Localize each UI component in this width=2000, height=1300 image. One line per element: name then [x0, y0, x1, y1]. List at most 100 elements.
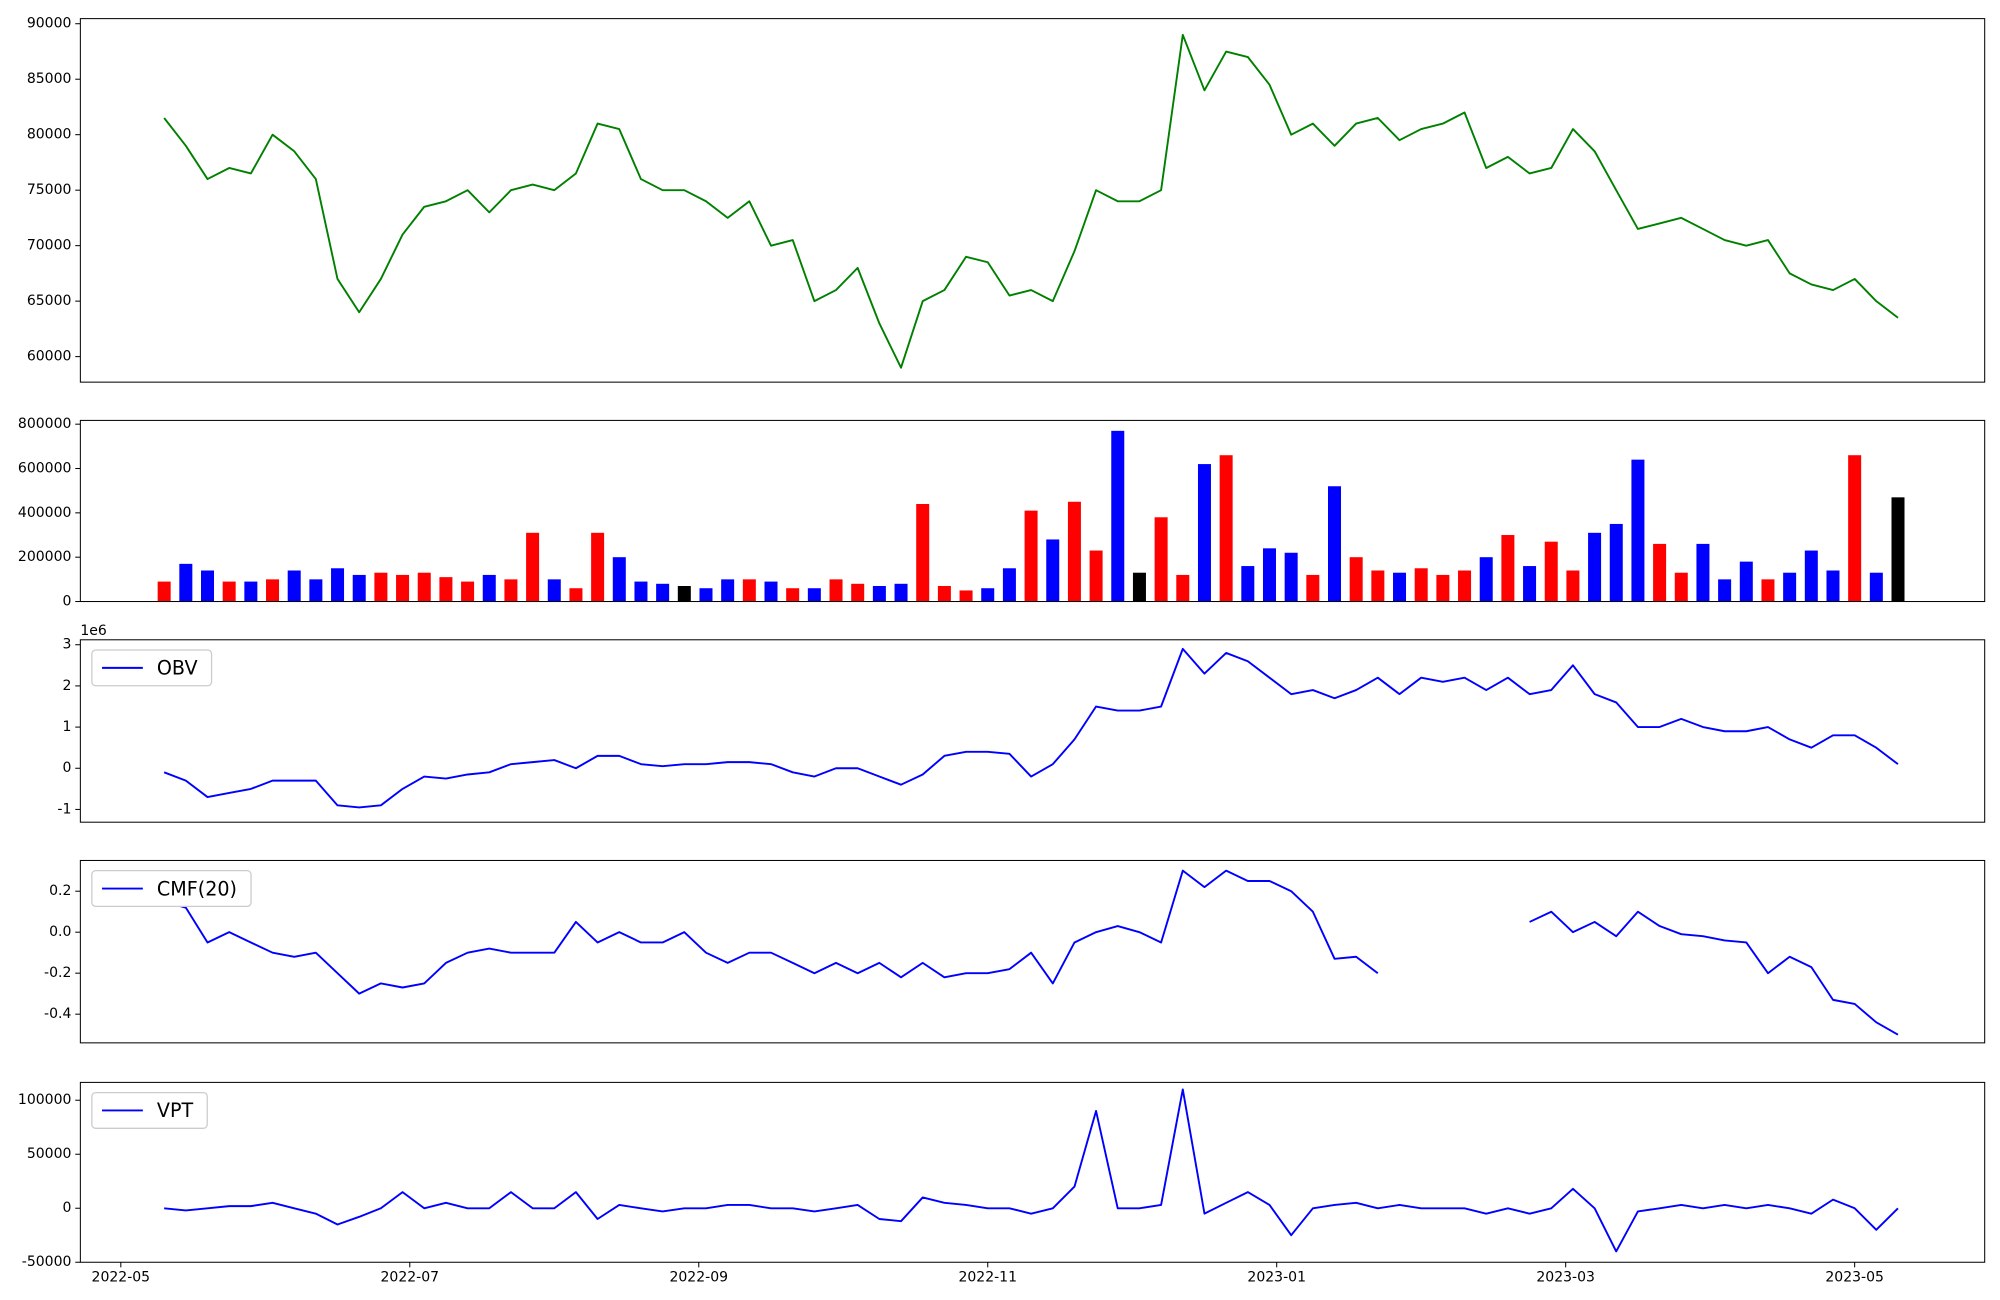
volume-bar [222, 581, 236, 602]
x-tick-label: 2023-05 [1825, 1270, 1884, 1286]
volume-bar [504, 579, 518, 602]
legend: OBV [91, 649, 213, 687]
y-tick-label: -0.4 [44, 1006, 71, 1022]
y-tick-label: -50000 [22, 1254, 72, 1270]
volume-bar [959, 590, 973, 602]
y-tick-label: 65000 [27, 293, 72, 309]
y-tick-label: 200000 [18, 549, 72, 565]
volume-bar [1241, 566, 1255, 602]
volume-bar [1132, 572, 1146, 602]
y-tick-label: 3 [63, 637, 72, 653]
legend-label: CMF(20) [157, 877, 237, 900]
series-line [163, 869, 1899, 1036]
volume-bar [1349, 557, 1363, 602]
y-tick-label: 800000 [18, 416, 72, 432]
volume-bar [1826, 570, 1840, 602]
panel: 60000 65000 70000 75000 80000 85000 90000 [27, 16, 1986, 383]
volume-bar [1111, 430, 1125, 602]
volume-bar [417, 572, 431, 602]
volume-bar [981, 588, 995, 602]
volume-bar [331, 568, 345, 602]
volume-bar [1458, 570, 1472, 602]
volume-bar [1046, 539, 1060, 602]
volume-bar [916, 503, 930, 602]
volume-bar [1262, 548, 1276, 602]
y-tick-label: 50000 [27, 1146, 72, 1162]
panel: -0.4 -0.2 0.0 0.2 CMF(20) [44, 859, 1986, 1044]
volume-bar [1436, 574, 1450, 602]
series-line [164, 1088, 1899, 1253]
y-tick-label: 85000 [27, 71, 72, 87]
panel-frame [79, 859, 1986, 1044]
volume-bar [1869, 572, 1883, 602]
volume-bar [374, 572, 388, 602]
volume-bar [1761, 579, 1775, 602]
legend: VPT [91, 1091, 208, 1129]
x-tick-label: 2022-07 [381, 1270, 440, 1286]
y-tick-label: 0 [63, 1200, 72, 1216]
volume-bar [1783, 572, 1797, 602]
y-tick-label: 400000 [18, 505, 72, 521]
volume-bar [287, 570, 301, 602]
volume-bar [352, 574, 366, 602]
volume-bar [179, 563, 193, 602]
y-tick-label: 70000 [27, 238, 72, 254]
volume-bar [1588, 532, 1602, 602]
x-tick-label: 2023-03 [1536, 1270, 1595, 1286]
volume-bar [764, 581, 778, 602]
panel-frame [79, 1081, 1986, 1263]
volume-bar [872, 586, 886, 602]
y-tick-label: 0 [63, 594, 72, 610]
volume-bar [1219, 455, 1233, 602]
y-tick-label: 60000 [27, 349, 72, 365]
volume-bar [1544, 541, 1558, 602]
y-tick-label: 0.0 [49, 924, 71, 940]
volume-bar [1566, 570, 1580, 602]
volume-bar [1393, 572, 1407, 602]
volume-bar [634, 581, 648, 602]
volume-bar [786, 588, 800, 602]
volume-bar [1848, 455, 1862, 602]
x-tick-label: 2022-05 [92, 1270, 151, 1286]
volume-bar [1197, 464, 1211, 602]
y-tick-label: 75000 [27, 182, 72, 198]
volume-bar [612, 557, 626, 602]
volume-bar [1371, 570, 1385, 602]
x-tick-label: 2023-01 [1247, 1270, 1306, 1286]
series-line [163, 647, 1899, 809]
volume-bar [1002, 568, 1016, 602]
volume-bar [1718, 579, 1732, 602]
y-tick-label: 1 [63, 719, 72, 735]
volume-bar [461, 581, 475, 602]
volume-bar [526, 532, 540, 602]
legend-label: OBV [157, 657, 198, 680]
volume-bar [1523, 566, 1537, 602]
volume-bar [569, 588, 583, 602]
y-tick-label: -0.2 [44, 965, 71, 981]
volume-bar [1739, 561, 1753, 602]
volume-bar [1804, 550, 1818, 602]
volume-bar [439, 577, 453, 602]
y-tick-label: 600000 [18, 461, 72, 477]
y-tick-label: 0 [63, 760, 72, 776]
series-line [163, 33, 1899, 369]
volume-bar [1154, 517, 1168, 602]
volume-bar [699, 588, 713, 602]
panel: -50000 0 50000 100000 VPT 2022-05 2022-07 2022-… [18, 1081, 1986, 1286]
volume-bar [1176, 574, 1190, 602]
panel-frame [79, 419, 1986, 603]
volume-bar [656, 583, 670, 602]
volume-bar [894, 583, 908, 602]
axis-offset-label: 1e6 [80, 623, 107, 639]
y-tick-label: -1 [57, 801, 71, 817]
volume-bar [1696, 543, 1710, 602]
volume-bar [266, 579, 280, 602]
volume-bar [721, 579, 735, 602]
y-tick-label: 100000 [18, 1092, 72, 1108]
volume-bar [1479, 557, 1493, 602]
volume-bar [829, 579, 843, 602]
volume-bar [482, 574, 496, 602]
volume-bar [309, 579, 323, 602]
y-tick-label: 0.2 [49, 883, 71, 899]
panel: 0 200000 400000 600000 800000 [18, 416, 1986, 610]
